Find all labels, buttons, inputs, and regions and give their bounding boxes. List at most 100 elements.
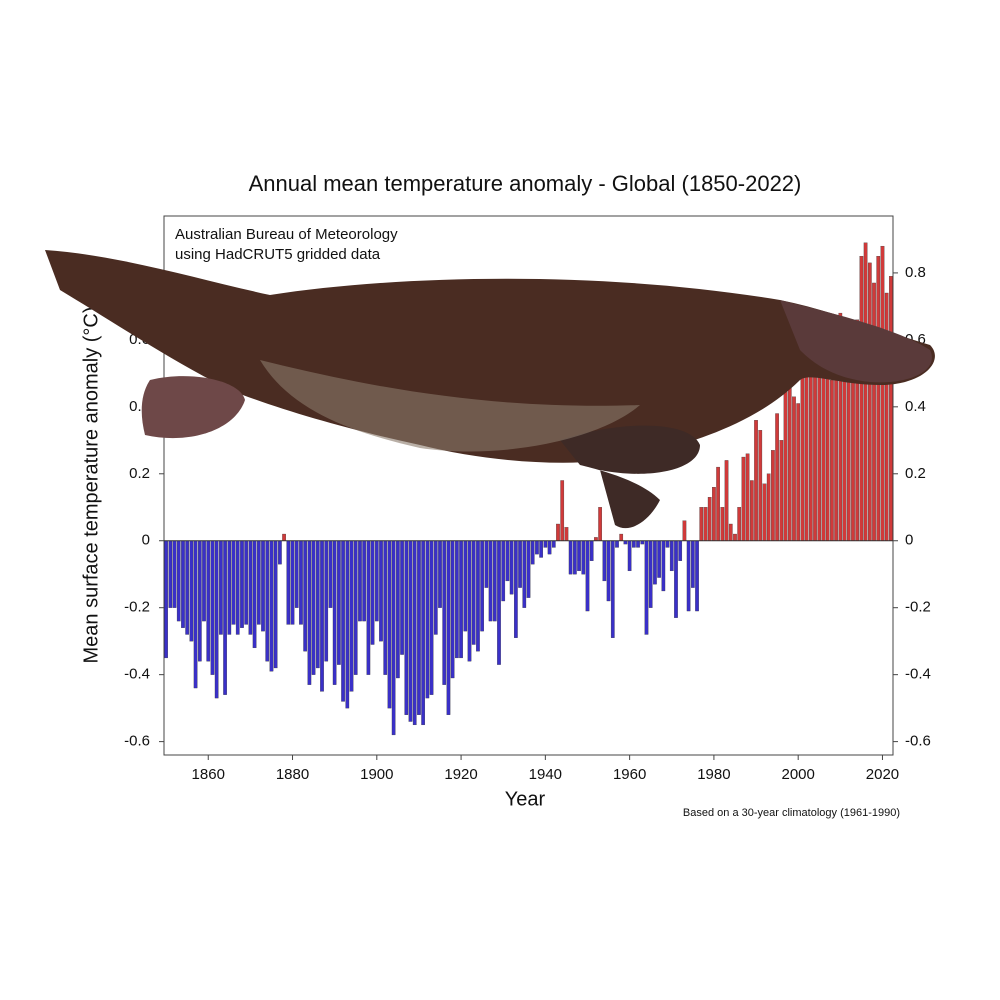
bar (720, 507, 725, 541)
bar (775, 413, 779, 541)
bar (429, 540, 434, 695)
bar (252, 540, 257, 649)
bar (476, 540, 480, 652)
bar (341, 540, 345, 702)
annotation: using HadCRUT5 gridded data (175, 246, 381, 263)
bar (286, 540, 291, 625)
annotation: Australian Bureau of Meteorology (175, 226, 398, 243)
bar (345, 540, 350, 709)
bar (699, 507, 704, 541)
bar (737, 507, 742, 541)
plot-frame (163, 215, 894, 756)
bar (383, 540, 388, 675)
y2-tick-label: -0.6 (905, 733, 931, 750)
bar (551, 540, 556, 548)
bar (471, 540, 476, 645)
bar (564, 527, 569, 541)
bar (311, 540, 316, 675)
bar (758, 430, 763, 541)
x-tick-label: 1980 (697, 766, 730, 783)
bar (366, 540, 371, 675)
bar (358, 540, 362, 622)
bar (442, 540, 447, 685)
bar (197, 540, 202, 662)
bar (602, 540, 607, 582)
bar (783, 383, 788, 541)
bar (543, 540, 548, 548)
bar (193, 540, 198, 689)
x-tick-label: 1920 (444, 766, 477, 783)
bar (800, 363, 805, 541)
bar (522, 540, 527, 608)
bar (227, 540, 232, 635)
y2-tick-label: 0.2 (905, 465, 926, 482)
bar (433, 540, 438, 635)
bar (657, 540, 661, 578)
bar (320, 540, 324, 692)
bar (707, 497, 712, 541)
bar (219, 540, 223, 635)
bar (223, 540, 227, 695)
bar (568, 540, 573, 575)
bar (509, 540, 514, 595)
bar (573, 540, 577, 575)
bar (299, 540, 303, 625)
bar (695, 540, 699, 612)
bar (813, 363, 817, 541)
bar (278, 540, 282, 565)
bar (261, 540, 265, 632)
x-tick-label: 2000 (782, 766, 815, 783)
bar (417, 540, 421, 715)
bar (214, 540, 219, 699)
bar (480, 540, 484, 632)
bar (353, 540, 358, 675)
bar (745, 453, 750, 541)
bar (577, 540, 581, 572)
bar (796, 403, 801, 541)
bar (370, 540, 375, 645)
bar (594, 537, 598, 541)
bar (446, 540, 451, 715)
bar (488, 540, 493, 622)
bar (412, 540, 417, 726)
bar (669, 540, 674, 572)
bar (328, 540, 333, 608)
bar (674, 540, 678, 618)
x-tick-label: 1900 (360, 766, 393, 783)
bar (337, 540, 341, 665)
bar (716, 466, 720, 541)
plot-area: -0.6 -0.6-0.4 -0.4-0.2 -0.20 00.2 0.20.4 0.40.… (124, 215, 931, 783)
bar (636, 540, 640, 548)
bar (269, 540, 274, 672)
bar (754, 420, 758, 541)
bar (627, 540, 632, 572)
bar (686, 540, 691, 612)
bar (619, 533, 624, 541)
bar (189, 540, 194, 642)
x-tick-label: 1960 (613, 766, 646, 783)
bar (728, 523, 733, 541)
footnote: Based on a 30-year climatology (1961-199… (683, 807, 900, 819)
bar (505, 540, 510, 582)
x-tick-label: 1940 (529, 766, 562, 783)
bar (438, 540, 442, 608)
bar (530, 540, 535, 565)
bar (771, 450, 775, 541)
bar (294, 540, 299, 608)
bar (762, 483, 767, 541)
bar (678, 540, 683, 561)
bar (391, 540, 396, 736)
bar (606, 540, 611, 602)
bar (396, 540, 400, 679)
y-tick-label: -0.6 (124, 733, 150, 750)
bar (867, 262, 872, 541)
bar (349, 540, 354, 692)
bar (168, 540, 173, 608)
x-tick-label: 1860 (192, 766, 225, 783)
x-tick-label: 2020 (866, 766, 899, 783)
bar (307, 540, 312, 685)
bar (526, 540, 531, 598)
bar (459, 540, 463, 659)
bar (404, 540, 409, 715)
